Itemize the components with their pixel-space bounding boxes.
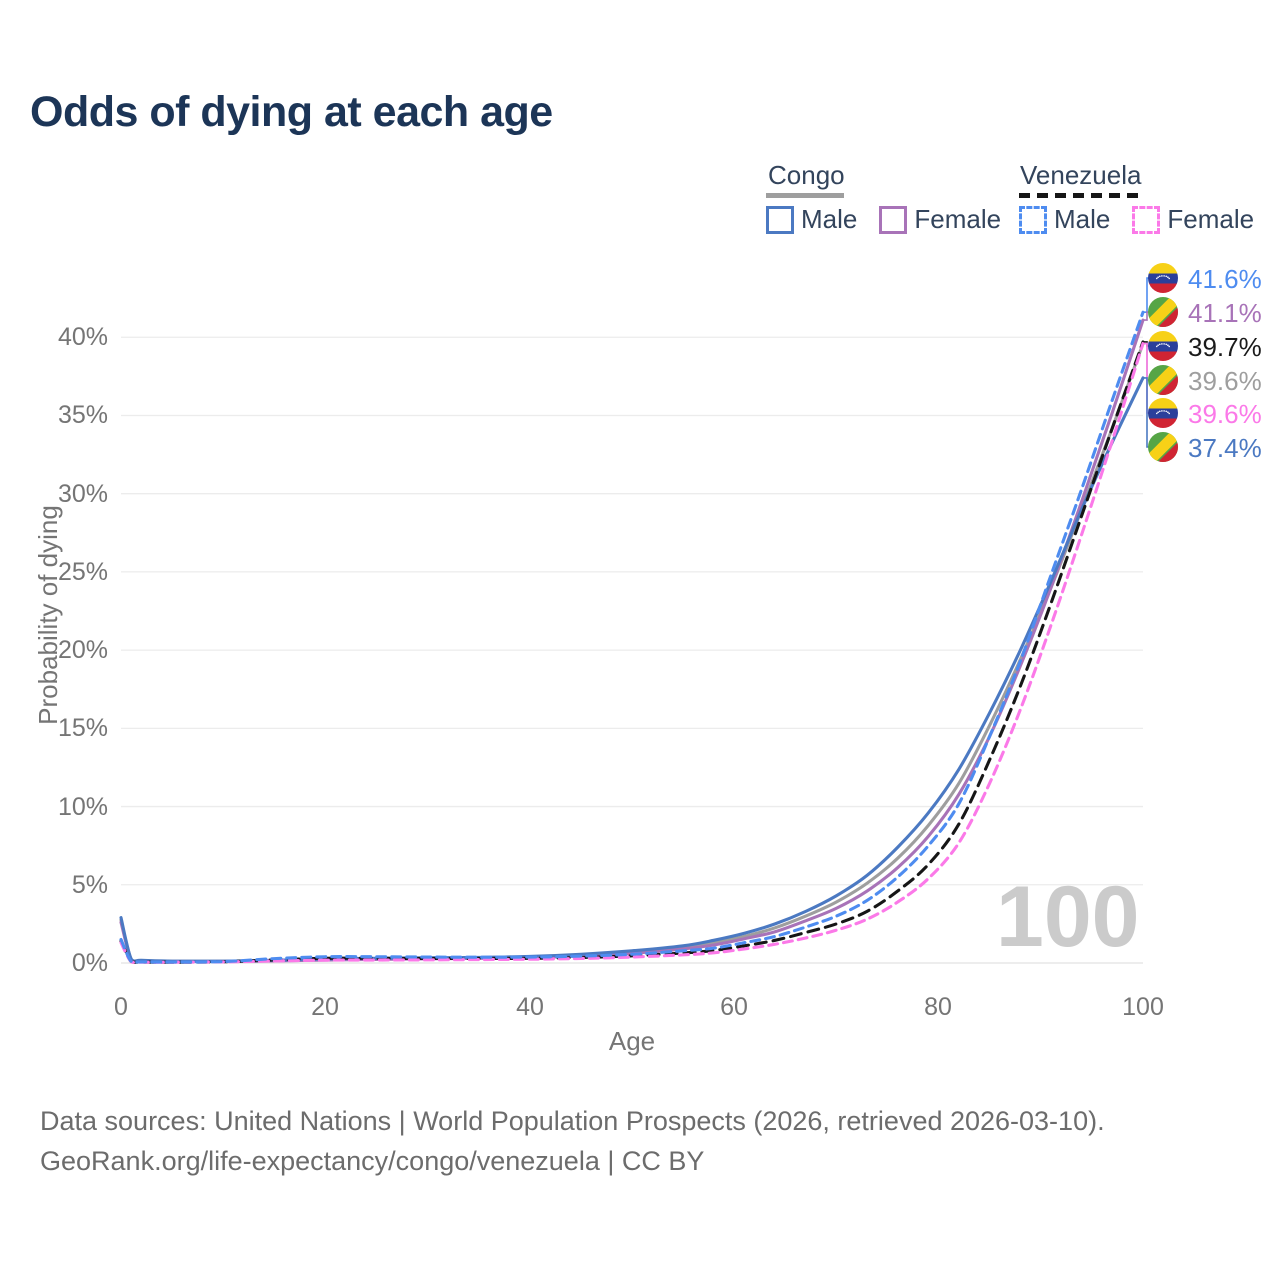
venezuela-male-swatch-icon <box>1019 205 1047 234</box>
legend-items-congo: Male Female <box>766 204 1023 235</box>
chart-plot-area[interactable] <box>0 0 1280 1080</box>
legend-group-venezuela[interactable]: Venezuela <box>1020 160 1142 190</box>
legend-item-label: Female <box>914 204 1002 234</box>
congo-female-swatch-icon <box>879 205 908 234</box>
y-axis-title: Probability of dying <box>33 505 63 725</box>
legend-item-label: Male <box>1054 204 1111 234</box>
venezuela-female-swatch-icon <box>1132 205 1161 234</box>
y-tick: 0% <box>71 949 108 977</box>
y-tick: 10% <box>57 793 108 821</box>
y-tick: 20% <box>57 636 108 664</box>
end-value-venezuela-male: 41.6% <box>1188 264 1262 294</box>
page-title: Odds of dying at each age <box>30 88 553 136</box>
y-tick: 30% <box>57 480 108 508</box>
x-axis-title: Age <box>608 1026 656 1056</box>
x-tick: 80 <box>924 993 952 1021</box>
y-tick: 5% <box>71 871 108 899</box>
congo-flag-icon <box>1148 365 1178 395</box>
legend-item-congo-female[interactable]: Female <box>879 204 1001 235</box>
end-value-congo-male: 37.4% <box>1188 433 1262 463</box>
x-tick: 40 <box>516 993 544 1021</box>
end-value-congo-all: 39.6% <box>1188 366 1262 396</box>
legend-group-congo[interactable]: Congo <box>768 160 845 190</box>
data-sources-text: Data sources: United Nations | World Pop… <box>40 1106 1105 1136</box>
legend-item-venezuela-male[interactable]: Male <box>1019 204 1110 235</box>
legend-items-venezuela: Male Female <box>1019 204 1276 235</box>
x-tick: 20 <box>311 993 339 1021</box>
venezuela-flag-icon <box>1148 331 1178 361</box>
congo-male-swatch-icon <box>766 205 794 234</box>
y-tick: 40% <box>57 323 108 351</box>
y-tick: 15% <box>57 714 108 742</box>
age-indicator-watermark: 100 <box>996 869 1140 965</box>
legend-item-congo-male[interactable]: Male <box>766 204 857 235</box>
x-tick: 60 <box>720 993 748 1021</box>
x-tick: 0 <box>114 993 128 1021</box>
end-value-congo-female: 41.1% <box>1188 298 1262 328</box>
venezuela-flag-icon <box>1148 398 1178 428</box>
congo-flag-icon <box>1148 297 1178 327</box>
y-tick: 35% <box>57 401 108 429</box>
legend-item-venezuela-female[interactable]: Female <box>1132 204 1254 235</box>
x-tick: 100 <box>1122 993 1164 1021</box>
end-value-venezuela-all: 39.7% <box>1188 332 1262 362</box>
legend-item-label: Male <box>801 204 858 234</box>
venezuela-line-style-swatch <box>1019 193 1138 198</box>
y-tick: 25% <box>57 558 108 586</box>
legend-item-label: Female <box>1167 204 1255 234</box>
congo-flag-icon <box>1148 432 1178 462</box>
end-value-venezuela-female: 39.6% <box>1188 399 1262 429</box>
venezuela-flag-icon <box>1148 263 1178 293</box>
congo-line-style-swatch <box>766 193 844 198</box>
attribution-text: GeoRank.org/life-expectancy/congo/venezu… <box>40 1146 705 1176</box>
